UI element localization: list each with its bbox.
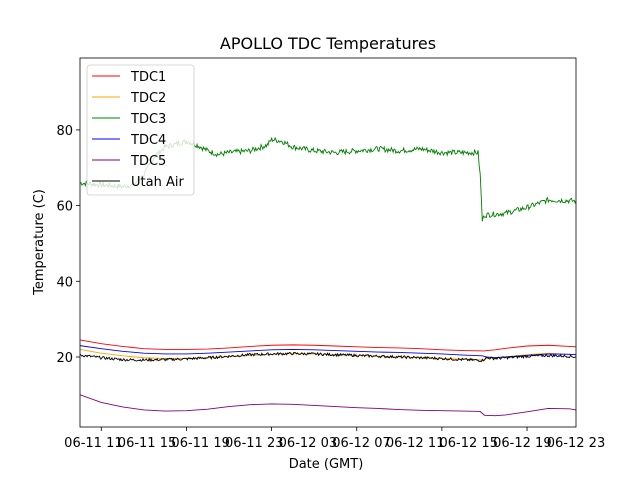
x-tick-label: 06-11 23 bbox=[225, 436, 283, 451]
legend: TDC1 TDC2 TDC3 TDC4 TDC5 Utah Air bbox=[86, 64, 195, 196]
y-tick-label: 80 bbox=[56, 124, 73, 139]
axes-frame bbox=[79, 57, 577, 428]
x-tick-label: 06-12 03 bbox=[279, 436, 337, 451]
y-tick-label: 60 bbox=[56, 200, 73, 215]
y-axis-label: Temperature (C) bbox=[32, 189, 47, 296]
x-tick-label: 06-11 15 bbox=[118, 436, 176, 451]
legend-label: TDC5 bbox=[130, 154, 166, 169]
x-tick-label: 06-12 11 bbox=[386, 436, 444, 451]
y-tick-label: 40 bbox=[56, 275, 73, 290]
y-axis: 20 40 60 80 bbox=[56, 124, 80, 366]
series-line-tdc1 bbox=[80, 339, 576, 352]
legend-label: TDC2 bbox=[130, 91, 166, 106]
y-tick-label: 20 bbox=[56, 351, 73, 366]
series-line-tdc5 bbox=[80, 394, 576, 417]
x-tick-label: 06-11 19 bbox=[171, 436, 229, 451]
series-line-utah-air bbox=[80, 351, 576, 363]
chart-title: APOLLO TDC Temperatures bbox=[220, 34, 436, 53]
x-tick-label: 06-12 07 bbox=[332, 436, 390, 451]
legend-label: Utah Air bbox=[131, 175, 184, 190]
x-axis-label: Date (GMT) bbox=[289, 457, 364, 472]
x-tick-label: 06-11 11 bbox=[64, 436, 122, 451]
x-tick-label: 06-12 15 bbox=[440, 436, 498, 451]
x-tick-label: 06-12 19 bbox=[493, 436, 551, 451]
legend-label: TDC3 bbox=[130, 112, 166, 127]
legend-label: TDC4 bbox=[130, 133, 166, 148]
x-tick-label: 06-12 23 bbox=[547, 436, 605, 451]
legend-label: TDC1 bbox=[130, 70, 166, 85]
